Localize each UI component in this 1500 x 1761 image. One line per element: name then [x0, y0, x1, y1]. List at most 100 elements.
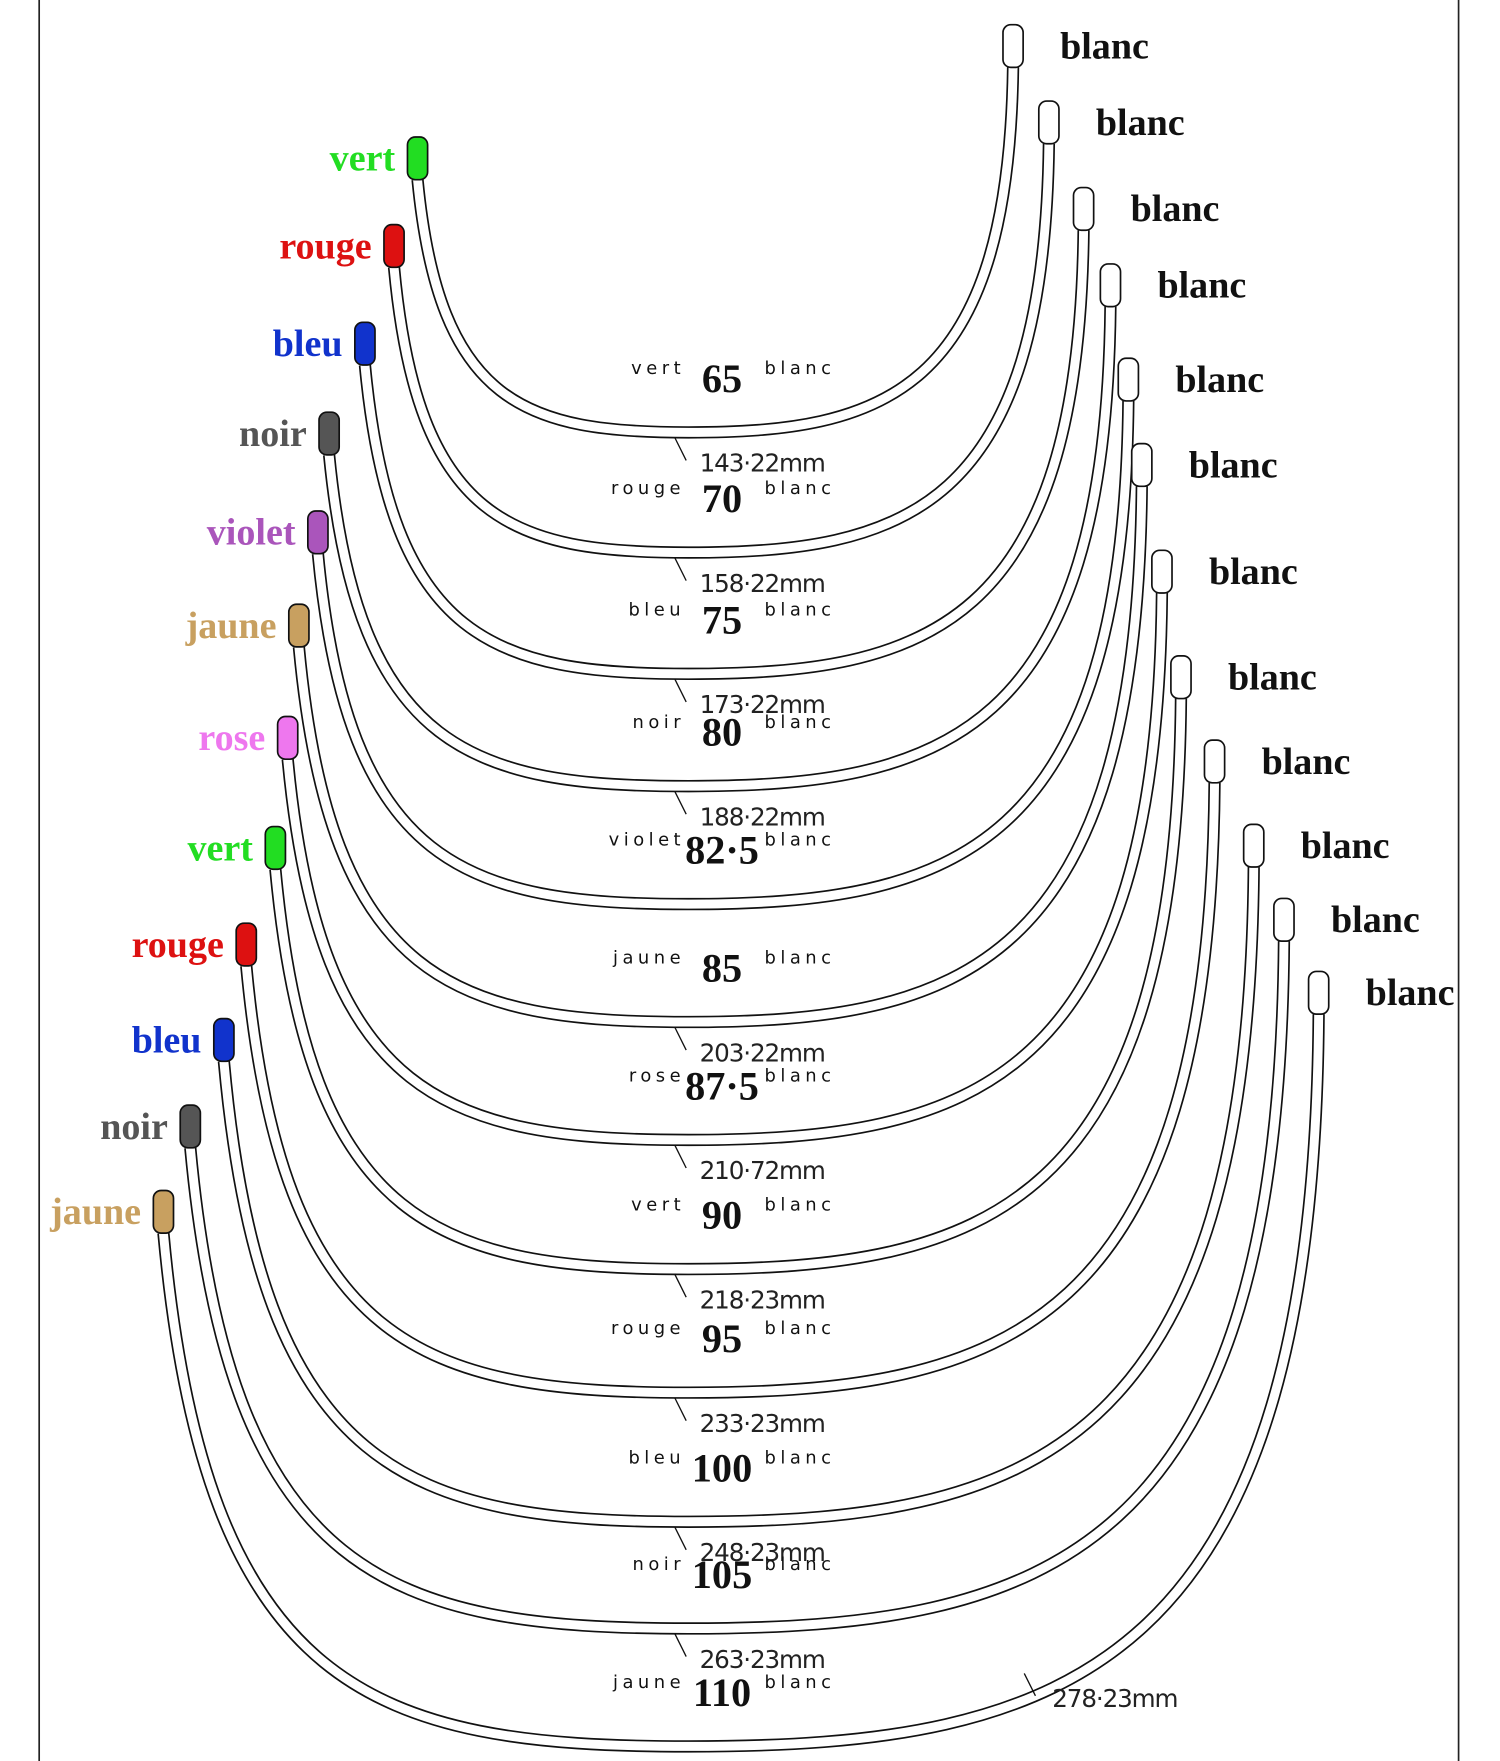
size: 95 — [702, 1316, 742, 1361]
tip-left — [354, 321, 376, 366]
wire-core — [219, 866, 1259, 1527]
length-tick — [674, 1027, 687, 1051]
tip-right — [1242, 823, 1265, 868]
wire-core — [158, 1014, 1324, 1751]
wire-core — [413, 67, 1018, 437]
length-tick — [674, 1397, 687, 1422]
wires — [152, 23, 1330, 1753]
left-label: jaune — [185, 605, 277, 647]
tip-left — [179, 1104, 202, 1149]
center-left: rose — [629, 1066, 685, 1087]
center-right: blanc — [765, 1554, 836, 1575]
size: 105 — [692, 1552, 752, 1597]
center-right: blanc — [765, 478, 836, 499]
length: 203·22mm — [700, 1038, 825, 1067]
wire-core — [313, 400, 1133, 909]
center-right: blanc — [765, 712, 836, 733]
size: 70 — [702, 476, 742, 521]
center-right: blanc — [765, 1195, 836, 1216]
length-tick — [674, 437, 687, 461]
wire-core — [294, 486, 1147, 1027]
tip-right — [1151, 549, 1173, 594]
length: 278·23mm — [1052, 1684, 1177, 1713]
right-label: blanc — [1331, 899, 1420, 941]
center-right: blanc — [765, 1318, 836, 1339]
length: 173·22mm — [700, 690, 825, 719]
size: 85 — [702, 946, 742, 991]
wire-core — [241, 782, 1220, 1398]
tip-right — [1307, 970, 1330, 1015]
right-label: blanc — [1189, 444, 1278, 486]
size: 87·5 — [685, 1063, 759, 1108]
center-left: bleu — [628, 1447, 685, 1468]
center-right: blanc — [765, 599, 836, 620]
right-label: blanc — [1131, 188, 1220, 230]
right-label: blanc — [1175, 359, 1264, 401]
left-label: bleu — [273, 323, 343, 365]
center-left: noir — [633, 712, 686, 733]
length-tick — [674, 1145, 687, 1169]
length: 143·22mm — [700, 449, 825, 478]
length: 248·23mm — [700, 1538, 825, 1567]
tip-left — [235, 922, 258, 967]
left-label: bleu — [132, 1019, 202, 1061]
tip-left — [287, 603, 310, 648]
right-label: blanc — [1157, 265, 1246, 307]
tip-right — [1170, 655, 1192, 700]
right-label: blanc — [1209, 551, 1298, 593]
tip-left — [306, 510, 329, 555]
tip-right — [1203, 739, 1226, 784]
center-left: jaune — [612, 948, 685, 969]
left-label: rouge — [132, 924, 224, 966]
size: 75 — [702, 597, 742, 642]
size: 82·5 — [685, 828, 759, 873]
center-right: blanc — [765, 1066, 836, 1087]
tip-right — [1130, 442, 1153, 488]
right-label: blanc — [1096, 102, 1185, 144]
center-right: blanc — [765, 948, 836, 969]
length: 188·22mm — [700, 802, 825, 831]
left-label: rose — [198, 717, 265, 759]
right-label: blanc — [1366, 972, 1455, 1014]
center-right: blanc — [765, 1447, 836, 1468]
tip-right — [1037, 100, 1060, 145]
tip-right — [1002, 23, 1024, 69]
center-left: violet — [609, 830, 685, 851]
size: 65 — [702, 356, 742, 401]
length-tick — [674, 791, 687, 815]
length: 233·23mm — [700, 1409, 825, 1438]
right-label: blanc — [1262, 741, 1351, 783]
length-tick — [674, 679, 687, 703]
center-left: jaune — [612, 1672, 685, 1693]
center-right: blanc — [765, 830, 836, 851]
length: 218·23mm — [700, 1285, 825, 1314]
tip-left — [152, 1189, 175, 1234]
size: 90 — [702, 1193, 742, 1238]
length-tick — [674, 1527, 687, 1551]
wire-core — [360, 230, 1089, 679]
tip-left — [383, 223, 405, 269]
center-right: blanc — [765, 358, 836, 379]
length: 263·23mm — [700, 1645, 825, 1674]
left-label: rouge — [279, 225, 371, 267]
length: 210·72mm — [700, 1156, 825, 1185]
length-tick — [674, 1274, 687, 1298]
length-tick — [674, 557, 687, 581]
center-left: vert — [631, 1195, 685, 1216]
left-label: noir — [239, 413, 307, 455]
wire-core — [389, 143, 1054, 558]
wire-core — [283, 592, 1167, 1145]
left-label: noir — [100, 1106, 168, 1148]
size: 80 — [702, 710, 742, 755]
left-label: violet — [207, 512, 296, 554]
center-left: rouge — [611, 1318, 685, 1339]
right-label: blanc — [1228, 657, 1317, 699]
tip-right — [1117, 357, 1140, 402]
left-label: vert — [188, 827, 254, 869]
length: 158·22mm — [700, 569, 825, 598]
length-tick — [674, 1633, 687, 1657]
center-left: vert — [631, 358, 685, 379]
size: 100 — [692, 1445, 752, 1490]
